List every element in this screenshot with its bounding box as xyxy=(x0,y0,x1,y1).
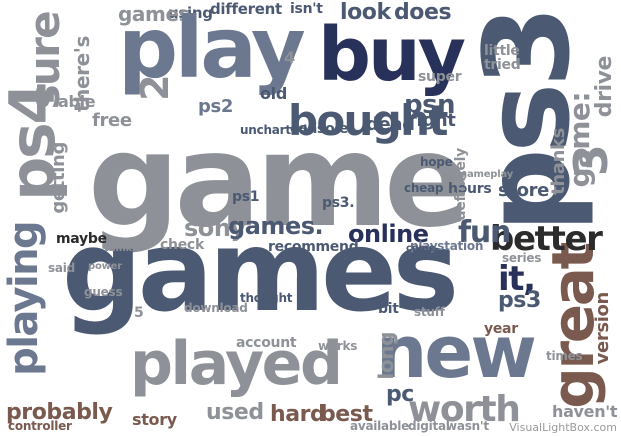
cloud-word-cheap: cheap xyxy=(404,181,444,195)
cloud-word-think: think xyxy=(104,243,133,254)
cloud-word-fun: fun xyxy=(458,215,511,250)
cloud-word-worth: worth xyxy=(408,389,521,430)
cloud-word-come: come xyxy=(406,243,436,254)
cloud-word-gameplay: gameplay xyxy=(460,169,514,180)
cloud-word-it: it, xyxy=(498,259,536,299)
cloud-word-free: free xyxy=(92,110,132,131)
cloud-word-drive: drive xyxy=(592,56,617,118)
cloud-word-bit: bit xyxy=(378,301,399,317)
cloud-word-2: 2 xyxy=(133,76,177,101)
cloud-word-old: old xyxy=(260,84,287,103)
cloud-word-long: long xyxy=(374,332,398,380)
cloud-word-psn: psn xyxy=(404,90,456,120)
cloud-word-wasnt: wasn't xyxy=(446,419,489,433)
cloud-word-ps3-dot: ps3. xyxy=(322,195,355,211)
cloud-word-havent: haven't xyxy=(552,402,618,421)
cloud-word-ps3-small: ps3 xyxy=(498,288,541,313)
cloud-word-maybe: maybe xyxy=(56,231,107,247)
cloud-word-does: does xyxy=(394,0,452,25)
cloud-word-bought: bought xyxy=(288,96,448,145)
cloud-word-version: version xyxy=(592,292,613,365)
cloud-word-stuff: stuff xyxy=(414,305,445,319)
cloud-word-store: store xyxy=(498,180,549,201)
cloud-word-little: little xyxy=(484,43,520,59)
cloud-word-playstation: playstation xyxy=(410,239,484,253)
cloud-word-times: times xyxy=(546,349,583,363)
cloud-word-new: new xyxy=(376,310,537,394)
cloud-word-available: available xyxy=(350,419,410,433)
cloud-word-console: console xyxy=(290,121,349,137)
cloud-word-4: 4 xyxy=(284,48,295,67)
cloud-word-buy: buy xyxy=(318,12,466,98)
cloud-word-hope: hope xyxy=(420,155,453,169)
cloud-word-power: power xyxy=(88,261,122,272)
cloud-word-different: different xyxy=(210,0,282,18)
cloud-word-best: best xyxy=(320,402,373,427)
cloud-word-download: download xyxy=(184,301,248,315)
cloud-word-3: 3 xyxy=(564,146,618,177)
cloud-word-online: online xyxy=(348,220,429,248)
cloud-word-look: look xyxy=(340,0,391,25)
cloud-word-guess: guess xyxy=(84,285,123,299)
cloud-word-used: used xyxy=(206,400,264,425)
cloud-word-right: right xyxy=(408,110,456,131)
cloud-word-better: better xyxy=(490,219,603,259)
cloud-word-tried: tried xyxy=(484,57,521,73)
cloud-word-series: series xyxy=(502,251,542,265)
cloud-word-game: game xyxy=(88,107,471,256)
cloud-word-dead: dead xyxy=(366,114,415,135)
cloud-word-ps2: ps2 xyxy=(198,96,234,117)
cloud-word-year: year xyxy=(484,321,518,337)
cloud-word-account: account xyxy=(236,335,297,351)
cloud-word-super: super xyxy=(418,69,462,85)
cloud-word-sony: sony xyxy=(184,214,246,242)
cloud-word-digital: digital xyxy=(408,419,450,433)
cloud-word-controller: controller xyxy=(8,419,72,433)
cloud-word-works: works xyxy=(318,339,358,353)
cloud-word-probably: probably xyxy=(6,400,113,425)
cloud-word-isnt: isn't xyxy=(290,1,323,17)
cloud-word-played: played xyxy=(130,329,343,399)
cloud-word-ps1: ps1 xyxy=(232,189,260,205)
cloud-word-hours: hours xyxy=(448,181,492,197)
cloud-word-using: using xyxy=(168,4,213,22)
cloud-word-pc: pc xyxy=(386,382,414,407)
cloud-word-play: play xyxy=(118,0,306,97)
cloud-word-5: 5 xyxy=(134,305,144,321)
cloud-word-games-small: games xyxy=(118,2,191,26)
cloud-word-recommend: recommend xyxy=(268,239,359,255)
cloud-word-definitely: definitely xyxy=(453,148,469,221)
cloud-word-getting: getting xyxy=(48,142,69,214)
cloud-word-games-dot: games. xyxy=(228,212,324,240)
cloud-word-check: check xyxy=(160,237,204,253)
cloud-word-story: story xyxy=(132,410,177,429)
cloud-word-said: said xyxy=(48,261,75,275)
watermark-text: VisualLightBox.com xyxy=(509,421,617,434)
cloud-word-able: able xyxy=(58,92,96,111)
cloud-word-playing: playing xyxy=(1,222,47,376)
cloud-word-thought: thought xyxy=(240,291,293,305)
cloud-word-hard: hard xyxy=(270,402,326,427)
cloud-word-games: games xyxy=(62,207,459,337)
cloud-word-uncharted: uncharted xyxy=(240,123,308,137)
